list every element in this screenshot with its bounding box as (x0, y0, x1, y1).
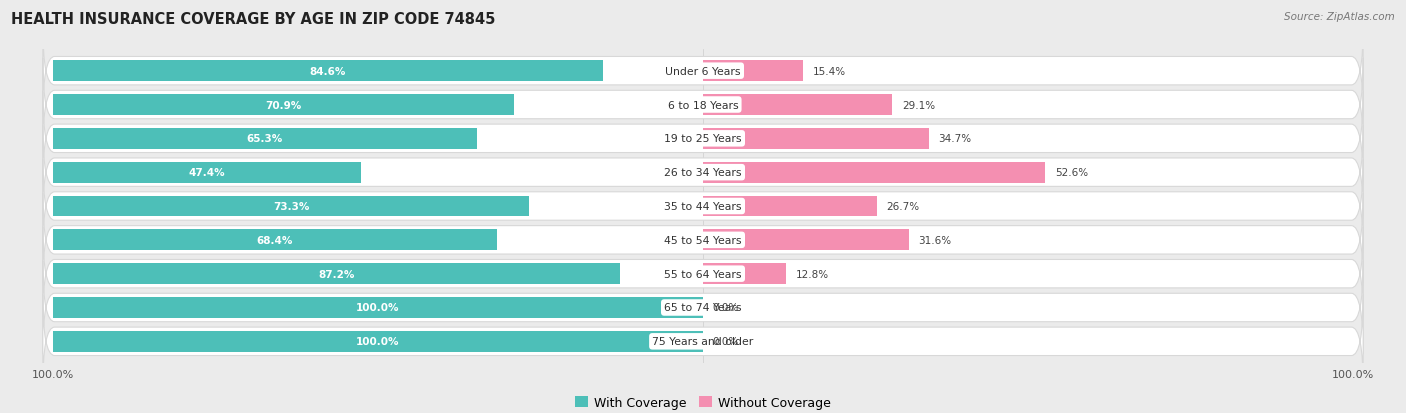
Text: 100.0%: 100.0% (356, 303, 399, 313)
Bar (703, 263, 786, 285)
Bar (703, 61, 803, 82)
Text: 73.3%: 73.3% (273, 202, 309, 211)
Text: 26 to 34 Years: 26 to 34 Years (664, 168, 742, 178)
Text: Source: ZipAtlas.com: Source: ZipAtlas.com (1284, 12, 1395, 22)
FancyBboxPatch shape (42, 25, 1364, 118)
FancyBboxPatch shape (42, 228, 1364, 320)
Bar (703, 162, 1045, 183)
Text: 65 to 74 Years: 65 to 74 Years (664, 303, 742, 313)
FancyBboxPatch shape (42, 59, 1364, 152)
Bar (52, 95, 513, 116)
Text: 6 to 18 Years: 6 to 18 Years (668, 100, 738, 110)
Text: 84.6%: 84.6% (309, 66, 346, 76)
Legend: With Coverage, Without Coverage: With Coverage, Without Coverage (571, 391, 835, 413)
Text: 12.8%: 12.8% (796, 269, 830, 279)
Text: 29.1%: 29.1% (903, 100, 935, 110)
Text: 0.0%: 0.0% (713, 303, 740, 313)
Text: 35 to 44 Years: 35 to 44 Years (664, 202, 742, 211)
Text: HEALTH INSURANCE COVERAGE BY AGE IN ZIP CODE 74845: HEALTH INSURANCE COVERAGE BY AGE IN ZIP … (11, 12, 496, 27)
Text: 65.3%: 65.3% (247, 134, 283, 144)
Text: 31.6%: 31.6% (918, 235, 952, 245)
Bar (52, 196, 529, 217)
FancyBboxPatch shape (42, 295, 1364, 388)
Text: Under 6 Years: Under 6 Years (665, 66, 741, 76)
Bar (703, 196, 877, 217)
FancyBboxPatch shape (42, 93, 1364, 185)
Text: 52.6%: 52.6% (1054, 168, 1088, 178)
Text: 15.4%: 15.4% (813, 66, 846, 76)
Text: 75 Years and older: 75 Years and older (652, 337, 754, 347)
Text: 100.0%: 100.0% (356, 337, 399, 347)
Text: 68.4%: 68.4% (257, 235, 294, 245)
Text: 45 to 54 Years: 45 to 54 Years (664, 235, 742, 245)
Text: 87.2%: 87.2% (318, 269, 354, 279)
Text: 0.0%: 0.0% (713, 337, 740, 347)
Text: 26.7%: 26.7% (886, 202, 920, 211)
Bar (52, 297, 703, 318)
Bar (52, 162, 361, 183)
FancyBboxPatch shape (42, 126, 1364, 219)
Text: 70.9%: 70.9% (264, 100, 301, 110)
FancyBboxPatch shape (42, 194, 1364, 287)
Text: 47.4%: 47.4% (188, 168, 225, 178)
FancyBboxPatch shape (42, 261, 1364, 354)
Bar (703, 95, 893, 116)
Bar (52, 331, 703, 352)
Bar (52, 128, 477, 150)
Bar (52, 263, 620, 285)
Text: 55 to 64 Years: 55 to 64 Years (664, 269, 742, 279)
Text: 34.7%: 34.7% (938, 134, 972, 144)
FancyBboxPatch shape (42, 160, 1364, 253)
Bar (703, 230, 908, 251)
Text: 19 to 25 Years: 19 to 25 Years (664, 134, 742, 144)
Bar (703, 128, 929, 150)
Bar (52, 230, 498, 251)
Bar (52, 61, 603, 82)
